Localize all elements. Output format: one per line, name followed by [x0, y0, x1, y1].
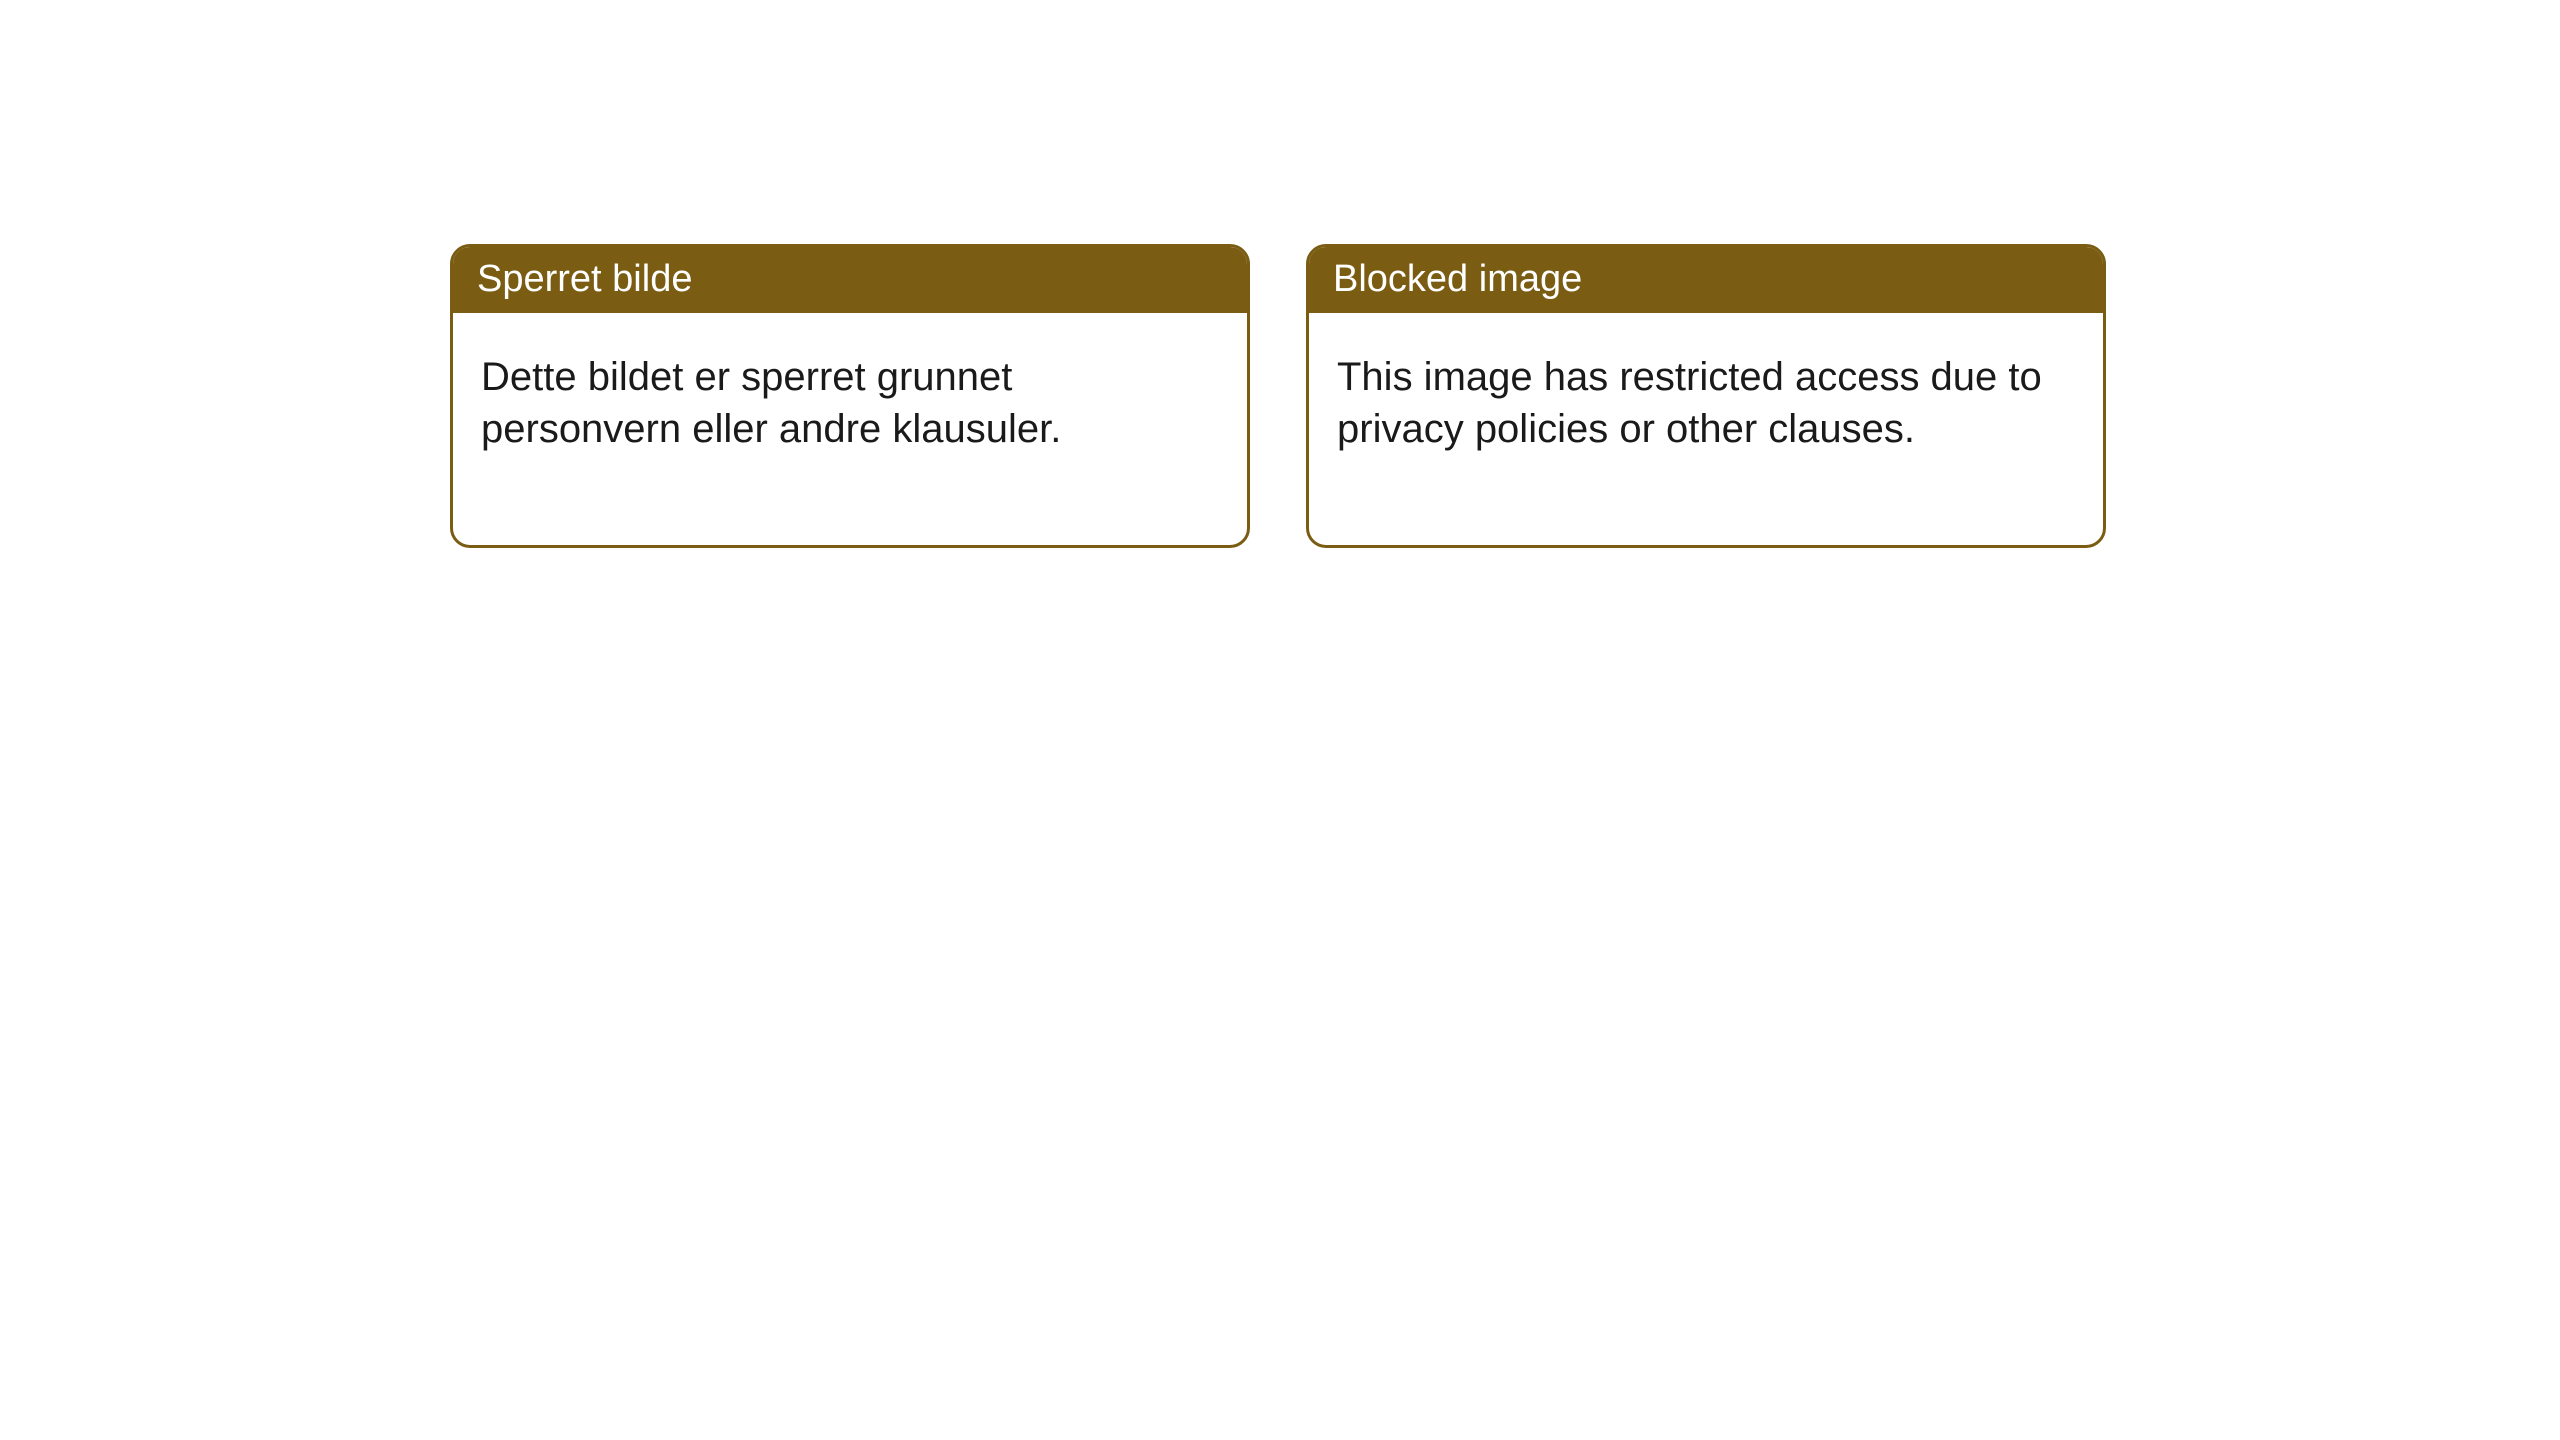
- blocked-image-card-norwegian: Sperret bilde Dette bildet er sperret gr…: [450, 244, 1250, 548]
- notice-cards-container: Sperret bilde Dette bildet er sperret gr…: [450, 244, 2106, 548]
- card-title-norwegian: Sperret bilde: [453, 247, 1247, 313]
- card-title-english: Blocked image: [1309, 247, 2103, 313]
- card-body-norwegian: Dette bildet er sperret grunnet personve…: [453, 313, 1247, 545]
- blocked-image-card-english: Blocked image This image has restricted …: [1306, 244, 2106, 548]
- card-body-english: This image has restricted access due to …: [1309, 313, 2103, 545]
